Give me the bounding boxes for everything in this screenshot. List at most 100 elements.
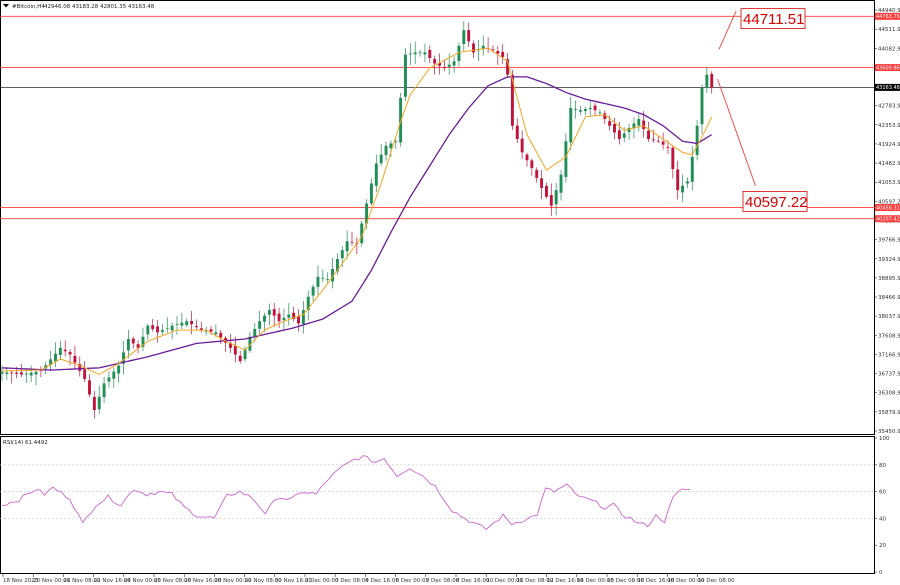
rsi-tick-label: 20 [879,543,886,549]
candle-body [190,321,194,325]
candle-body [457,45,461,61]
rsi-line [1,455,691,531]
candle-body [263,315,266,322]
candle-body [88,380,91,395]
level-tag-label: 40207.42 [876,217,900,223]
candle-body [491,49,495,51]
rsi-tick-label: 0 [879,570,883,576]
candle-body [126,338,130,351]
candle-body [156,326,160,333]
candle-body [335,259,339,272]
price-tick-label: 38466.90 [878,295,900,301]
candle-body [194,326,198,328]
candle-body [165,327,169,329]
candle-body [292,312,296,319]
time-tick-label: 18 Nov 2023 [3,578,39,584]
candle-body [651,139,655,141]
horizontal-levels [0,15,876,220]
candle-body [530,160,534,168]
candle-body [574,109,578,110]
candle-body [588,107,592,110]
candle-body [374,163,378,186]
time-tick-label: 24 Nov 00:00 [124,578,162,584]
candle-body [175,324,179,325]
trend-line [717,78,756,186]
candle-body [326,278,330,280]
candle-body [272,309,276,316]
candle-body [564,141,568,177]
price-tick-label: 38037.90 [878,314,900,320]
candle-body [418,52,422,54]
candle-body [622,133,626,138]
price-tick-label: 42783.90 [878,104,900,110]
candle-body [229,342,232,348]
price-pane [0,0,875,435]
candle-body [122,352,125,364]
candle-body [199,328,203,331]
candle-body [525,154,529,161]
candle-body [535,170,539,178]
candle-body [627,127,631,133]
candle-body [49,359,53,365]
level-tag [875,12,900,20]
candle-body [306,296,310,311]
candle-body [15,372,19,374]
candle-body [160,330,164,332]
candle-body [379,154,383,164]
candle-body [423,52,427,55]
time-tick-label: 19 Dec 08:00 [698,578,735,584]
candle-body [598,112,602,114]
price-tick-label: 40597.22 [878,199,900,205]
candle-body [515,125,519,140]
candle-body [472,43,475,53]
time-tick-label: 15 Dec 08:00 [607,578,644,584]
candle-body [661,141,665,145]
candle-body [360,223,364,244]
candle-body [389,143,393,149]
candle-body [233,345,237,355]
candle-body [549,195,553,206]
time-tick-label: 28 Nov 00:00 [214,578,252,584]
price-tick-label: 37608.90 [878,333,900,339]
candle-body [685,181,689,184]
collapse-arrow-icon[interactable] [3,4,9,8]
price-tick-label: 44082.90 [878,46,900,52]
candle-body [462,30,466,45]
current-price-tag [875,83,900,91]
chart-header-symbol: #Bitcoin,H4 [12,4,45,10]
candle-body [496,51,500,54]
price-tick-label: 36308.90 [878,391,900,397]
level-tag-label: 44763.76 [876,14,900,20]
candle-body [170,325,174,331]
candle-body [656,140,660,142]
candle-body [146,325,150,335]
rsi-pane [0,436,875,574]
candle-body [238,355,242,362]
candle-body [603,113,607,120]
price-tick-label: 44511.90 [878,27,900,33]
price-tick-label: 37166.90 [878,352,900,358]
candle-body [501,51,505,57]
price-tick-label: 41482.90 [878,161,900,167]
candle-body [311,286,315,296]
candle-body [345,241,349,252]
candle-body [433,58,437,64]
price-tick-label: 39766.90 [878,238,900,244]
candle-body [690,156,694,182]
trend-lines [717,10,756,186]
ma-fast-line [1,47,713,376]
candle-body [185,321,189,326]
candle-body [510,74,514,126]
candle-body [647,130,650,140]
candle-body [209,329,213,332]
time-tick-label: 26 Nov 16:00 [184,578,222,584]
candle-body [97,396,101,410]
candle-body [369,183,373,204]
level-tag-label: 40458.31 [876,205,900,211]
time-tick-label: 29 Nov 08:00 [245,578,283,584]
trend-line [718,10,737,50]
price-tick-label: 36737.90 [878,372,900,378]
candle-body [613,124,616,133]
rsi-path [1,455,691,531]
candle-body [710,73,714,88]
